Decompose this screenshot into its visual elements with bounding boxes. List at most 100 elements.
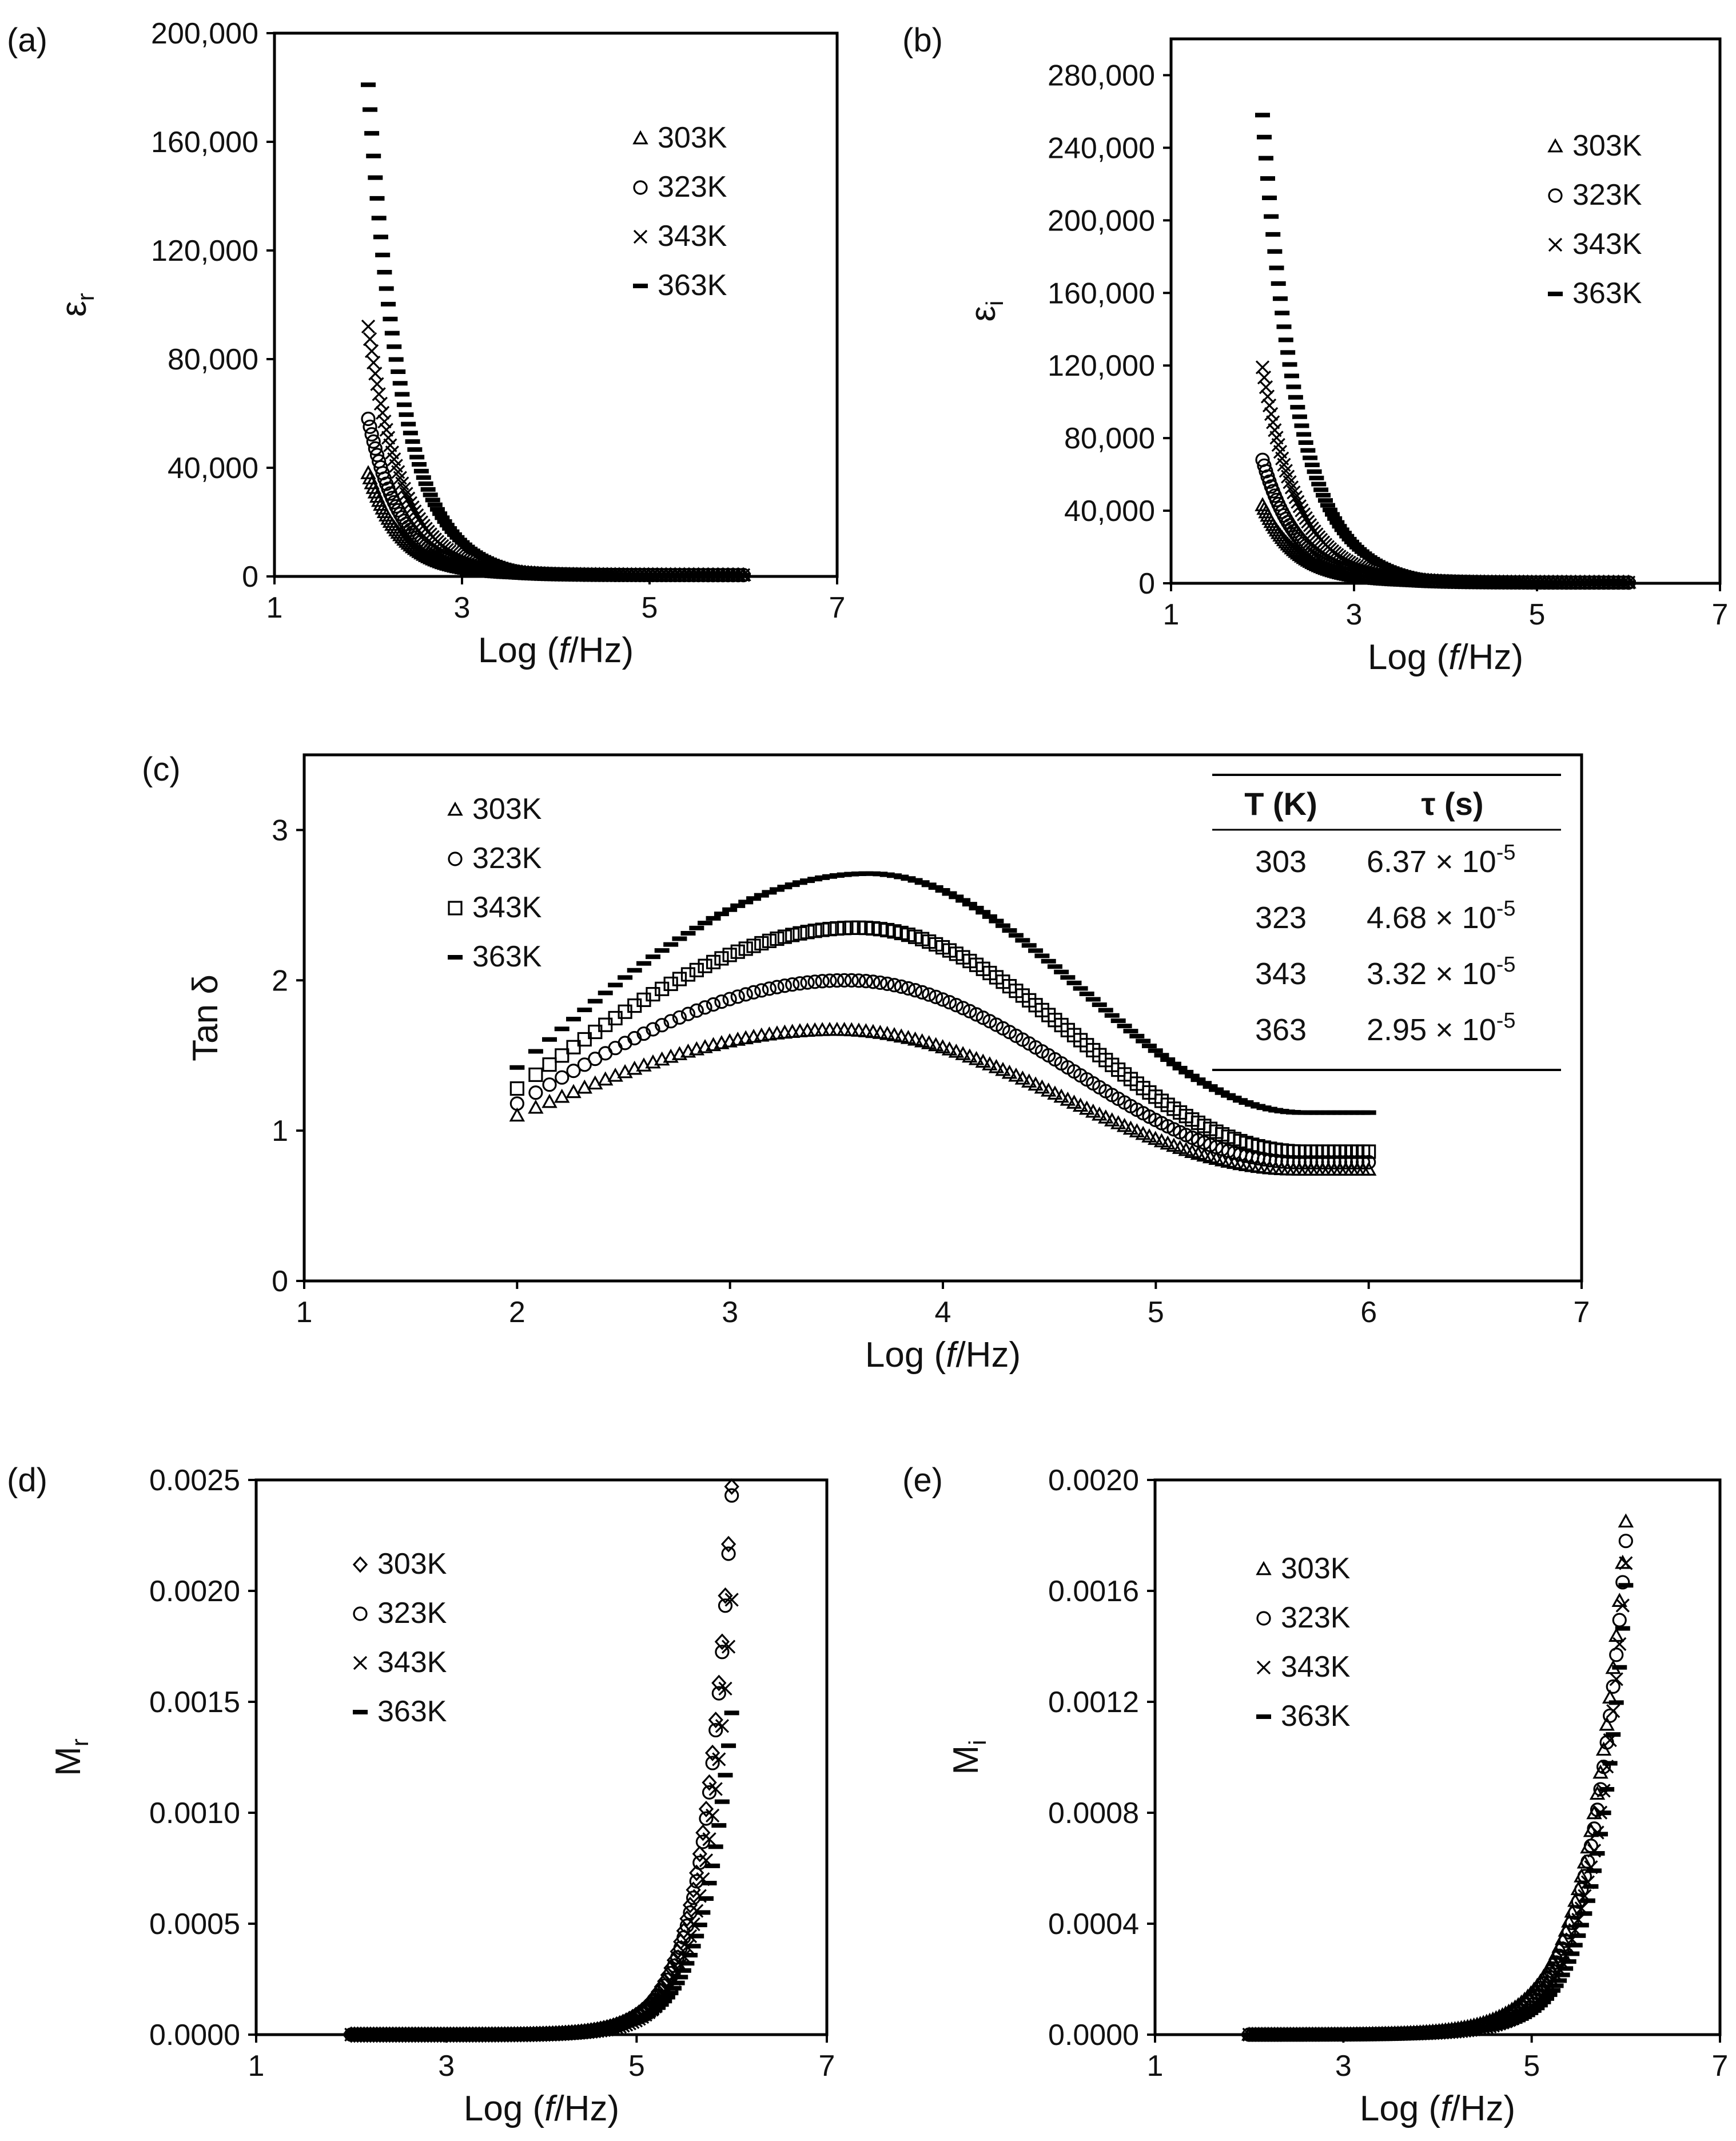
table-cell-temperature: 303: [1255, 845, 1307, 879]
y-tick-label: 120,000: [151, 234, 258, 268]
data-point: [646, 987, 660, 1002]
data-point: [1085, 1103, 1101, 1118]
y-tick-label: 0.0008: [1048, 1797, 1139, 1830]
data-point: [844, 973, 859, 988]
data-point: [724, 1593, 739, 1607]
data-point: [373, 396, 388, 411]
data-point: [680, 1006, 696, 1021]
panel-label: (b): [902, 22, 943, 59]
data-point: [577, 1032, 592, 1047]
x-axis-label: Log (f/Hz): [464, 2089, 619, 2128]
data-point: [1028, 1076, 1044, 1091]
data-point: [893, 1028, 909, 1043]
data-point: [708, 1782, 723, 1796]
data-point: [837, 921, 852, 936]
panel-label: (e): [902, 1462, 943, 1499]
chart-panel-a: 1 3 5 7 0 40,000 80,000 120,000 160,000 200,000 Lo…: [7, 17, 845, 670]
data-point: [942, 995, 957, 1010]
data-point: [705, 1756, 720, 1770]
data-point: [364, 344, 379, 359]
y-tick-label: 160,000: [1048, 277, 1155, 310]
data-point: [830, 973, 845, 988]
data-point: [822, 922, 837, 937]
data-point: [1612, 1637, 1627, 1651]
data-point: [718, 1681, 732, 1696]
y-axis-label: Mi: [946, 1740, 991, 1775]
data-point: [914, 1033, 930, 1048]
data-point: [1066, 1095, 1082, 1109]
data-point: [689, 962, 704, 977]
data-point: [566, 1084, 582, 1099]
data-point: [608, 1041, 623, 1056]
data-point: [1116, 1117, 1133, 1132]
y-tick-label: 0: [272, 1265, 288, 1298]
data-point: [1001, 1064, 1018, 1079]
data-point: [1296, 507, 1311, 522]
y-tick-label: 0.0012: [1048, 1686, 1139, 1719]
y-tick-label: 0.0005: [149, 1908, 240, 1941]
data-point: [901, 981, 916, 996]
legend-marker: [353, 1606, 368, 1621]
chart-panel-b: 1 3 5 7 0 40,000 80,000 120,000 160,000 200,000 24…: [902, 22, 1728, 677]
plot-area-frame: [1153, 1478, 1722, 2036]
data-point: [509, 1096, 524, 1111]
data-point: [935, 992, 950, 1007]
data-point: [1053, 1088, 1069, 1103]
y-tick-label: 0: [242, 560, 258, 594]
data-point: [670, 1943, 685, 1960]
data-point: [587, 1075, 603, 1090]
data-point: [1361, 1144, 1376, 1159]
data-point: [721, 1546, 736, 1561]
data-point: [1292, 499, 1307, 514]
data-point: [376, 405, 390, 420]
x-tick-label: 7: [819, 2050, 835, 2083]
data-point: [702, 1785, 717, 1800]
y-tick-label: 80,000: [168, 343, 258, 376]
data-point: [886, 1027, 902, 1041]
data-point: [968, 1050, 985, 1065]
data-point: [695, 1834, 710, 1849]
y-tick-label: 0.0000: [149, 2019, 240, 2052]
data-point: [1260, 389, 1275, 404]
data-point: [509, 1081, 524, 1096]
data-point: [1284, 480, 1299, 495]
data-point: [541, 1093, 558, 1108]
data-point: [927, 1037, 944, 1052]
y-tick-label: 80,000: [1064, 422, 1155, 455]
data-point: [672, 1010, 687, 1025]
data-point: [1618, 1534, 1633, 1549]
legend-label: 323K: [472, 842, 542, 875]
data-point: [722, 948, 737, 962]
legend-label: 343K: [1281, 1650, 1351, 1684]
data-point: [722, 992, 737, 1006]
data-point: [554, 1088, 570, 1103]
data-point: [401, 491, 416, 506]
legend-label: 343K: [377, 1646, 447, 1679]
y-tick-label: 200,000: [151, 17, 258, 50]
data-point: [706, 997, 721, 1012]
y-tick-label: 160,000: [151, 126, 258, 159]
x-tick-label: 3: [722, 1296, 738, 1329]
legend-marker: [633, 229, 648, 244]
data-point: [714, 994, 729, 1009]
data-point: [988, 1058, 1005, 1073]
data-point: [721, 1639, 736, 1654]
data-point: [880, 976, 895, 992]
data-point: [711, 1686, 726, 1701]
data-point: [1596, 1760, 1611, 1774]
legend-marker: [448, 901, 463, 916]
series-363K: [509, 871, 1376, 1115]
data-point: [894, 979, 909, 994]
x-tick-label: 4: [935, 1296, 951, 1329]
plot-area-frame: [1169, 37, 1722, 585]
x-tick-label: 7: [829, 591, 846, 624]
data-point: [762, 981, 777, 996]
data-point: [626, 1060, 643, 1075]
data-point: [962, 1048, 978, 1063]
data-point: [1599, 1716, 1615, 1731]
data-point: [702, 1774, 717, 1791]
data-point: [555, 1048, 570, 1063]
y-tick-label: 0: [1138, 567, 1155, 600]
data-point: [969, 1007, 984, 1022]
data-point: [830, 921, 845, 936]
